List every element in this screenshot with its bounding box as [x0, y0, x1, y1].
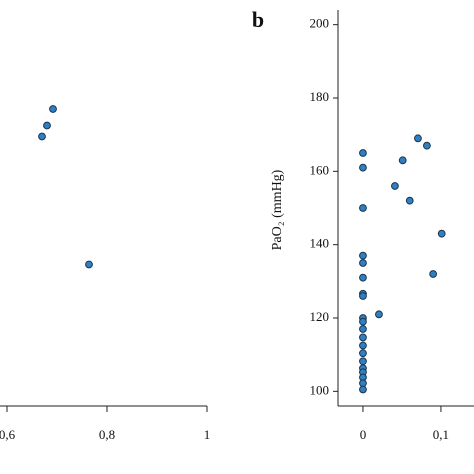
point	[359, 317, 367, 326]
y-tick-label: 200	[310, 16, 330, 31]
point	[429, 270, 438, 278]
x-tick-label: 1	[204, 427, 211, 442]
x-tick-label: 0,8	[99, 427, 115, 442]
point	[359, 292, 367, 300]
x-tick-label: 0,1	[433, 427, 449, 442]
x-tick-label: 0,6	[0, 427, 16, 442]
point	[359, 385, 367, 394]
panel-label: b	[252, 7, 264, 32]
point	[437, 229, 446, 238]
point	[359, 149, 367, 157]
y-tick-label: 120	[310, 309, 330, 324]
point	[391, 182, 399, 190]
point	[359, 341, 367, 350]
x-tick-label: 0	[360, 427, 367, 442]
y-tick-label: 160	[310, 162, 330, 177]
point	[422, 141, 431, 150]
y-axis-label: PaO₂ (mmHg)	[270, 169, 285, 250]
point	[359, 259, 367, 267]
point	[359, 349, 367, 358]
y-tick-label: 140	[310, 236, 330, 251]
y-tick-label: 180	[310, 89, 330, 104]
point	[359, 273, 367, 282]
y-tick-label: 100	[310, 382, 330, 397]
point	[359, 357, 367, 366]
point	[43, 121, 51, 130]
point	[359, 325, 367, 333]
point	[405, 196, 414, 205]
point	[414, 134, 422, 143]
point	[49, 105, 57, 113]
point	[398, 156, 407, 165]
point	[359, 251, 367, 260]
point	[359, 333, 367, 342]
point	[359, 163, 367, 172]
point	[359, 204, 367, 212]
point	[38, 132, 46, 141]
point	[375, 310, 383, 319]
point	[85, 260, 93, 269]
